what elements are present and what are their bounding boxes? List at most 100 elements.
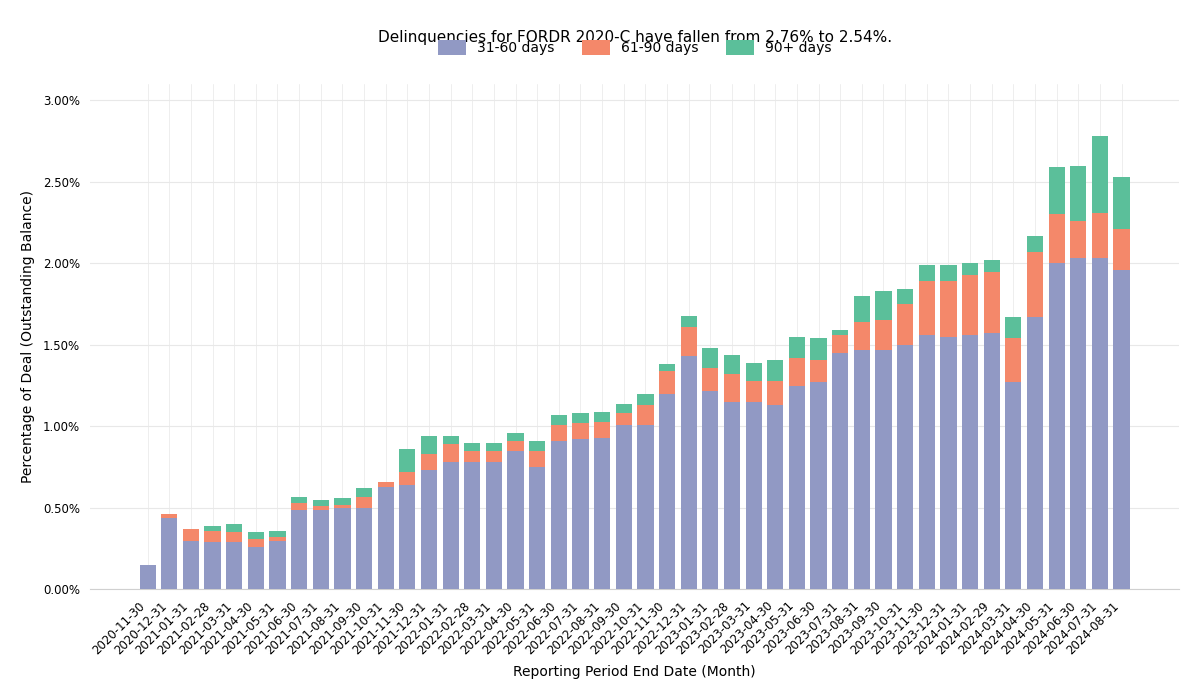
Bar [551, 425, 566, 441]
Bar [486, 462, 502, 589]
Bar [335, 508, 350, 589]
Bar [1049, 263, 1064, 589]
X-axis label: Reporting Period End Date (Month): Reporting Period End Date (Month) [514, 665, 756, 679]
Bar [680, 327, 697, 356]
Bar [1070, 258, 1086, 589]
Bar [898, 345, 913, 589]
Bar [1027, 317, 1043, 589]
Bar [269, 531, 286, 538]
Bar [572, 440, 589, 589]
Bar [853, 350, 870, 589]
Bar [464, 442, 480, 451]
Bar [204, 526, 221, 531]
Bar [508, 433, 523, 441]
Bar [1049, 167, 1064, 214]
Bar [875, 291, 892, 321]
Legend: 31-60 days, 61-90 days, 90+ days: 31-60 days, 61-90 days, 90+ days [438, 41, 832, 55]
Bar [421, 436, 437, 454]
Bar [400, 485, 415, 589]
Bar [984, 333, 1000, 589]
Bar [421, 470, 437, 589]
Bar [313, 506, 329, 510]
Bar [724, 355, 740, 374]
Bar [616, 425, 632, 589]
Bar [941, 337, 956, 589]
Bar [161, 518, 178, 589]
Bar [292, 510, 307, 589]
Bar [529, 441, 545, 451]
Bar [919, 281, 935, 335]
Bar [508, 451, 523, 589]
Title: Delinquencies for FORDR 2020-C have fallen from 2.76% to 2.54%.: Delinquencies for FORDR 2020-C have fall… [378, 30, 892, 46]
Bar [378, 482, 394, 486]
Bar [1006, 317, 1021, 338]
Bar [962, 335, 978, 589]
Bar [1114, 270, 1129, 589]
Bar [788, 337, 805, 358]
Bar [313, 510, 329, 589]
Bar [637, 394, 654, 405]
Bar [659, 371, 676, 394]
Bar [292, 503, 307, 510]
Bar [616, 414, 632, 425]
Bar [810, 338, 827, 360]
Bar [745, 402, 762, 589]
Bar [572, 424, 589, 440]
Bar [1092, 258, 1108, 589]
Bar [529, 467, 545, 589]
Bar [269, 540, 286, 589]
Bar [247, 533, 264, 539]
Bar [529, 451, 545, 467]
Bar [313, 500, 329, 506]
Bar [1092, 213, 1108, 258]
Bar [984, 260, 1000, 272]
Bar [898, 304, 913, 345]
Bar [551, 441, 566, 589]
Bar [486, 451, 502, 462]
Bar [486, 442, 502, 451]
Bar [400, 472, 415, 485]
Bar [702, 348, 719, 368]
Bar [941, 265, 956, 281]
Bar [356, 508, 372, 589]
Bar [637, 425, 654, 589]
Bar [898, 290, 913, 304]
Bar [247, 539, 264, 547]
Bar [356, 496, 372, 508]
Bar [832, 335, 848, 353]
Bar [421, 454, 437, 470]
Bar [269, 538, 286, 540]
Bar [594, 421, 611, 438]
Bar [832, 353, 848, 589]
Bar [659, 394, 676, 589]
Bar [292, 496, 307, 503]
Bar [616, 404, 632, 414]
Bar [875, 321, 892, 350]
Bar [226, 542, 242, 589]
Bar [941, 281, 956, 337]
Bar [594, 412, 611, 421]
Bar [810, 382, 827, 589]
Bar [919, 265, 935, 281]
Bar [875, 350, 892, 589]
Bar [810, 360, 827, 382]
Bar [226, 533, 242, 542]
Bar [1006, 382, 1021, 589]
Bar [182, 529, 199, 540]
Bar [335, 505, 350, 508]
Bar [1114, 177, 1129, 229]
Bar [182, 540, 199, 589]
Bar [1092, 136, 1108, 213]
Bar [464, 451, 480, 462]
Bar [702, 391, 719, 589]
Bar [853, 322, 870, 350]
Bar [1006, 338, 1021, 382]
Bar [788, 386, 805, 589]
Bar [788, 358, 805, 386]
Bar [378, 486, 394, 589]
Bar [724, 402, 740, 589]
Bar [767, 360, 784, 381]
Bar [724, 374, 740, 402]
Bar [204, 542, 221, 589]
Bar [247, 547, 264, 589]
